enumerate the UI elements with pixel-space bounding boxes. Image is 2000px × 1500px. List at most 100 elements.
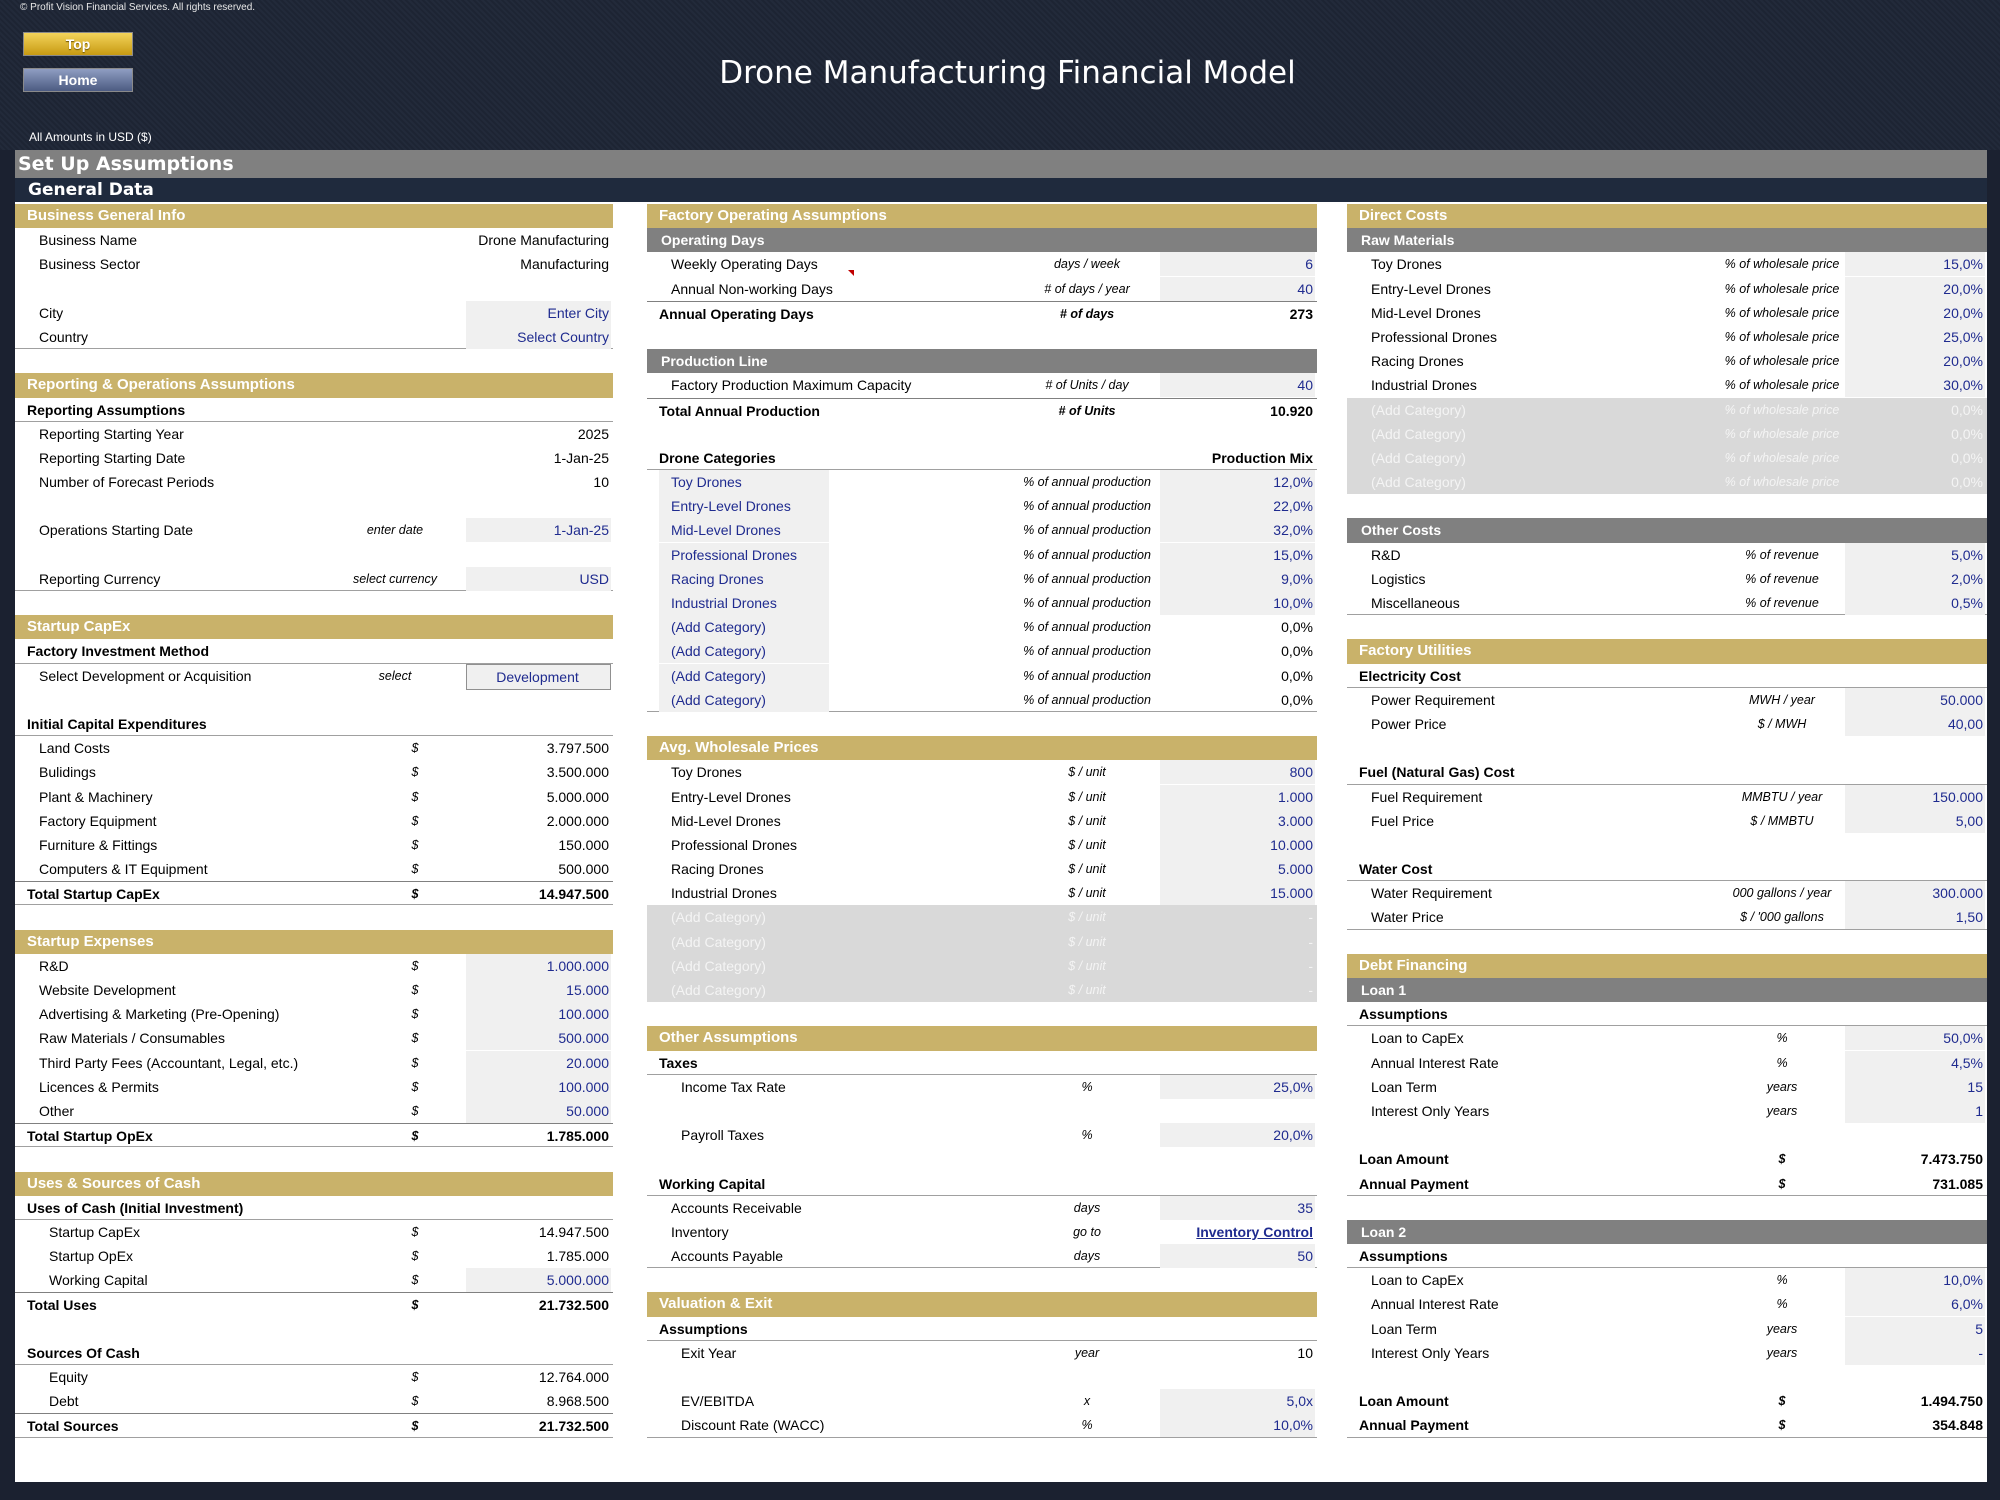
valuation-header: Valuation & Exit <box>647 1292 1317 1317</box>
category-row-label[interactable]: Racing Drones <box>659 566 829 591</box>
fuel-requirement-value[interactable]: 150.000 <box>1845 784 1985 809</box>
wholesale-row-value[interactable]: 5.000 <box>1160 857 1315 882</box>
accounts-receivable-value[interactable]: 35 <box>1160 1195 1315 1220</box>
total-startup-opex: Total Startup OpEx $1.785.000 <box>15 1123 613 1148</box>
annual-non-working-days-value[interactable]: 40 <box>1160 276 1315 301</box>
raw-material-row-value[interactable]: 20,0% <box>1845 349 1985 374</box>
loan1-row-value[interactable]: 4,5% <box>1845 1050 1985 1075</box>
expense-row-value[interactable]: 500.000 <box>466 1026 611 1051</box>
wholesale-row-unit: $ / unit <box>1068 910 1106 925</box>
capex-row-unit: $ <box>411 741 419 756</box>
other-cost-row-value[interactable]: 2,0% <box>1845 566 1985 591</box>
reporting-currency-value[interactable]: USD <box>466 566 611 591</box>
raw-material-row: Toy Drones % of wholesale price 15,0% <box>1347 252 1987 277</box>
category-row-value[interactable]: 12,0% <box>1160 470 1315 495</box>
raw-material-row-value[interactable]: 15,0% <box>1845 252 1985 277</box>
raw-material-row-value[interactable]: 20,0% <box>1845 300 1985 325</box>
loan2-row-value[interactable]: 5 <box>1845 1316 1985 1341</box>
loan2-row-value[interactable]: - <box>1845 1340 1985 1365</box>
power-requirement-value[interactable]: 50.000 <box>1845 687 1985 712</box>
development-select-value[interactable]: Development <box>466 663 611 690</box>
sheet-row <box>15 905 613 929</box>
category-row-label[interactable]: (Add Category) <box>659 687 829 712</box>
category-row: (Add Category) % of annual production 0,0% <box>647 615 1317 640</box>
raw-material-row: (Add Category) % of wholesale price 0,0% <box>1347 445 1987 471</box>
category-row-label[interactable]: (Add Category) <box>659 615 829 640</box>
fuel-price-value[interactable]: 5,00 <box>1845 808 1985 833</box>
loan1-row-value[interactable]: 1 <box>1845 1098 1985 1123</box>
sources-row-label: Debt <box>49 1393 79 1410</box>
annual-operating-days-label: Annual Operating Days <box>659 305 814 322</box>
category-row-label[interactable]: (Add Category) <box>659 639 829 664</box>
ev-ebitda-value[interactable]: 5,0x <box>1160 1389 1315 1414</box>
expense-row-unit: $ <box>411 1079 419 1094</box>
raw-material-row-value[interactable]: 30,0% <box>1845 373 1985 398</box>
discount-rate-value[interactable]: 10,0% <box>1160 1413 1315 1438</box>
category-row-label[interactable]: Mid-Level Drones <box>659 518 829 543</box>
category-row-label[interactable]: (Add Category) <box>659 663 829 688</box>
category-row-label[interactable]: Entry-Level Drones <box>659 494 829 519</box>
operations-start-date-value[interactable]: 1-Jan-25 <box>466 518 611 543</box>
expense-row-value[interactable]: 1.000.000 <box>466 953 611 978</box>
wholesale-row-value[interactable]: 1.000 <box>1160 784 1315 809</box>
raw-material-row-value[interactable]: 20,0% <box>1845 276 1985 301</box>
expense-row-value[interactable]: 20.000 <box>466 1050 611 1075</box>
category-row-value[interactable]: 22,0% <box>1160 494 1315 519</box>
category-row-value[interactable]: 9,0% <box>1160 566 1315 591</box>
loan1-assumptions-title-label: Assumptions <box>1359 1006 1448 1023</box>
weekly-operating-days-value[interactable]: 6 <box>1160 252 1315 277</box>
power-requirement-label: Power Requirement <box>1371 691 1495 708</box>
copyright-text: © Profit Vision Financial Services. All … <box>20 2 256 13</box>
expense-row-value[interactable]: 100.000 <box>466 1074 611 1099</box>
raw-material-row-value[interactable]: 25,0% <box>1845 324 1985 349</box>
fuel-requirement-label: Fuel Requirement <box>1371 788 1483 805</box>
country-value[interactable]: Select Country <box>466 324 611 349</box>
wholesale-row-value[interactable]: 15.000 <box>1160 881 1315 906</box>
other-cost-row-value[interactable]: 5,0% <box>1845 542 1985 567</box>
income-tax-rate-value[interactable]: 25,0% <box>1160 1074 1315 1099</box>
accounts-payable-label: Accounts Payable <box>671 1248 784 1265</box>
income-tax-rate: Income Tax Rate% 25,0% <box>647 1074 1317 1099</box>
payroll-taxes-value[interactable]: 20,0% <box>1160 1123 1315 1148</box>
category-row-value[interactable]: 10,0% <box>1160 591 1315 615</box>
inventory-value[interactable]: Inventory Control <box>1196 1223 1313 1240</box>
income-tax-rate-unit: % <box>1081 1079 1093 1094</box>
raw-material-row-label: Entry-Level Drones <box>1371 280 1491 297</box>
wholesale-row-value[interactable]: 10.000 <box>1160 832 1315 857</box>
accounts-payable-value[interactable]: 50 <box>1160 1244 1315 1269</box>
capex-row-label: Land Costs <box>39 740 110 757</box>
uses-row-value[interactable]: 5.000.000 <box>466 1268 611 1293</box>
home-button[interactable]: Home <box>23 68 133 92</box>
category-row-label[interactable]: Toy Drones <box>659 470 829 495</box>
loan1-row-value[interactable]: 15 <box>1845 1074 1985 1099</box>
column-right: Direct Costs Raw Materials Toy Drones % of … <box>1347 204 1987 1438</box>
other-cost-row-value[interactable]: 0,5% <box>1845 591 1985 615</box>
category-row-label[interactable]: Industrial Drones <box>659 591 829 615</box>
top-button[interactable]: Top <box>23 32 133 56</box>
max-capacity-value[interactable]: 40 <box>1160 373 1315 398</box>
loan2-row-value[interactable]: 10,0% <box>1845 1268 1985 1293</box>
city-value[interactable]: Enter City <box>466 300 611 325</box>
loan2-row-label: Loan Term <box>1371 1320 1437 1337</box>
expense-row-value[interactable]: 15.000 <box>466 978 611 1002</box>
category-row-value[interactable]: 32,0% <box>1160 518 1315 543</box>
wholesale-row-value[interactable]: 3.000 <box>1160 808 1315 833</box>
water-requirement-value[interactable]: 300.000 <box>1845 881 1985 906</box>
loan2-amount-label: Loan Amount <box>1359 1393 1449 1410</box>
raw-material-row-label: Professional Drones <box>1371 328 1498 345</box>
category-row-label[interactable]: Professional Drones <box>659 542 829 567</box>
expense-row-value[interactable]: 50.000 <box>466 1098 611 1123</box>
loan2-row-value[interactable]: 6,0% <box>1845 1292 1985 1317</box>
comment-indicator-icon[interactable] <box>848 270 854 277</box>
category-row-unit: % of annual production <box>1023 692 1151 707</box>
wholesale-row-label: Mid-Level Drones <box>671 812 781 829</box>
power-price-label: Power Price <box>1371 715 1447 732</box>
raw-material-row-label: Mid-Level Drones <box>1371 304 1481 321</box>
wholesale-row-value[interactable]: 800 <box>1160 760 1315 785</box>
payroll-taxes-label: Payroll Taxes <box>681 1127 765 1144</box>
category-row-value[interactable]: 15,0% <box>1160 542 1315 567</box>
expense-row-value[interactable]: 100.000 <box>466 1002 611 1027</box>
water-price-value[interactable]: 1,50 <box>1845 905 1985 930</box>
loan1-row-value[interactable]: 50,0% <box>1845 1026 1985 1051</box>
power-price-value[interactable]: 40,00 <box>1845 711 1985 736</box>
